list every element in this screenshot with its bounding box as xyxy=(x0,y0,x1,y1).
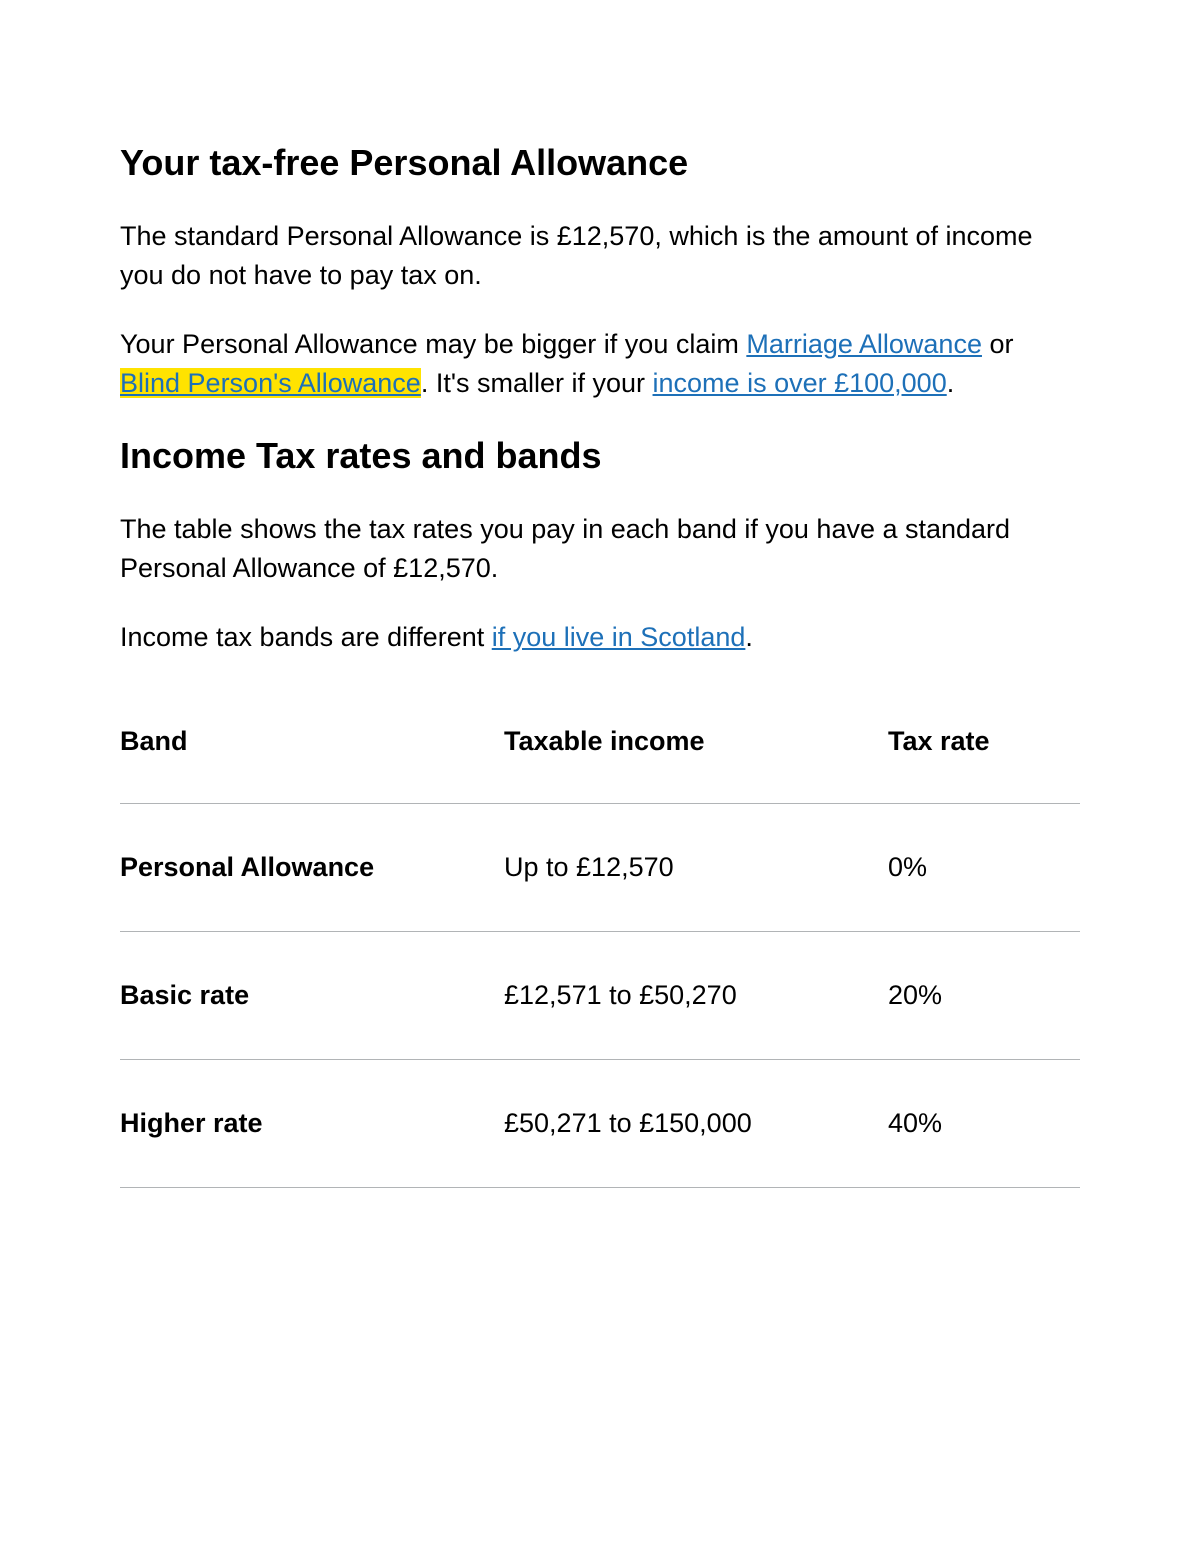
text-segment: Your Personal Allowance may be bigger if… xyxy=(120,329,746,359)
paragraph-allowance-bigger: Your Personal Allowance may be bigger if… xyxy=(120,325,1080,403)
cell-rate: 20% xyxy=(888,931,1080,1059)
paragraph-standard-allowance: The standard Personal Allowance is £12,5… xyxy=(120,217,1080,295)
cell-income: £12,571 to £50,270 xyxy=(504,931,888,1059)
document-page: Your tax-free Personal Allowance The sta… xyxy=(0,0,1200,1553)
col-header-band: Band xyxy=(120,708,504,804)
tax-bands-table: Band Taxable income Tax rate Personal Al… xyxy=(120,708,1080,1188)
link-blind-persons-allowance[interactable]: Blind Person's Allowance xyxy=(120,368,421,398)
cell-band: Personal Allowance xyxy=(120,803,504,931)
cell-rate: 40% xyxy=(888,1059,1080,1187)
cell-band: Higher rate xyxy=(120,1059,504,1187)
highlighted-text: Blind Person's Allowance xyxy=(120,368,421,398)
col-header-rate: Tax rate xyxy=(888,708,1080,804)
heading-income-tax-rates: Income Tax rates and bands xyxy=(120,433,1080,480)
table-row: Personal Allowance Up to £12,570 0% xyxy=(120,803,1080,931)
paragraph-table-intro: The table shows the tax rates you pay in… xyxy=(120,510,1080,588)
link-income-over-100k[interactable]: income is over £100,000 xyxy=(653,368,947,398)
paragraph-scotland-note: Income tax bands are different if you li… xyxy=(120,618,1080,657)
col-header-income: Taxable income xyxy=(504,708,888,804)
text-segment: or xyxy=(982,329,1014,359)
cell-income: Up to £12,570 xyxy=(504,803,888,931)
cell-income: £50,271 to £150,000 xyxy=(504,1059,888,1187)
heading-personal-allowance: Your tax-free Personal Allowance xyxy=(120,140,1080,187)
link-marriage-allowance[interactable]: Marriage Allowance xyxy=(746,329,982,359)
cell-band: Basic rate xyxy=(120,931,504,1059)
text-segment: . xyxy=(947,368,955,398)
text-segment: Income tax bands are different xyxy=(120,622,492,652)
table-header-row: Band Taxable income Tax rate xyxy=(120,708,1080,804)
link-scotland[interactable]: if you live in Scotland xyxy=(492,622,746,652)
text-segment: . It's smaller if your xyxy=(421,368,653,398)
table-row: Basic rate £12,571 to £50,270 20% xyxy=(120,931,1080,1059)
table-row: Higher rate £50,271 to £150,000 40% xyxy=(120,1059,1080,1187)
cell-rate: 0% xyxy=(888,803,1080,931)
text-segment: . xyxy=(745,622,753,652)
